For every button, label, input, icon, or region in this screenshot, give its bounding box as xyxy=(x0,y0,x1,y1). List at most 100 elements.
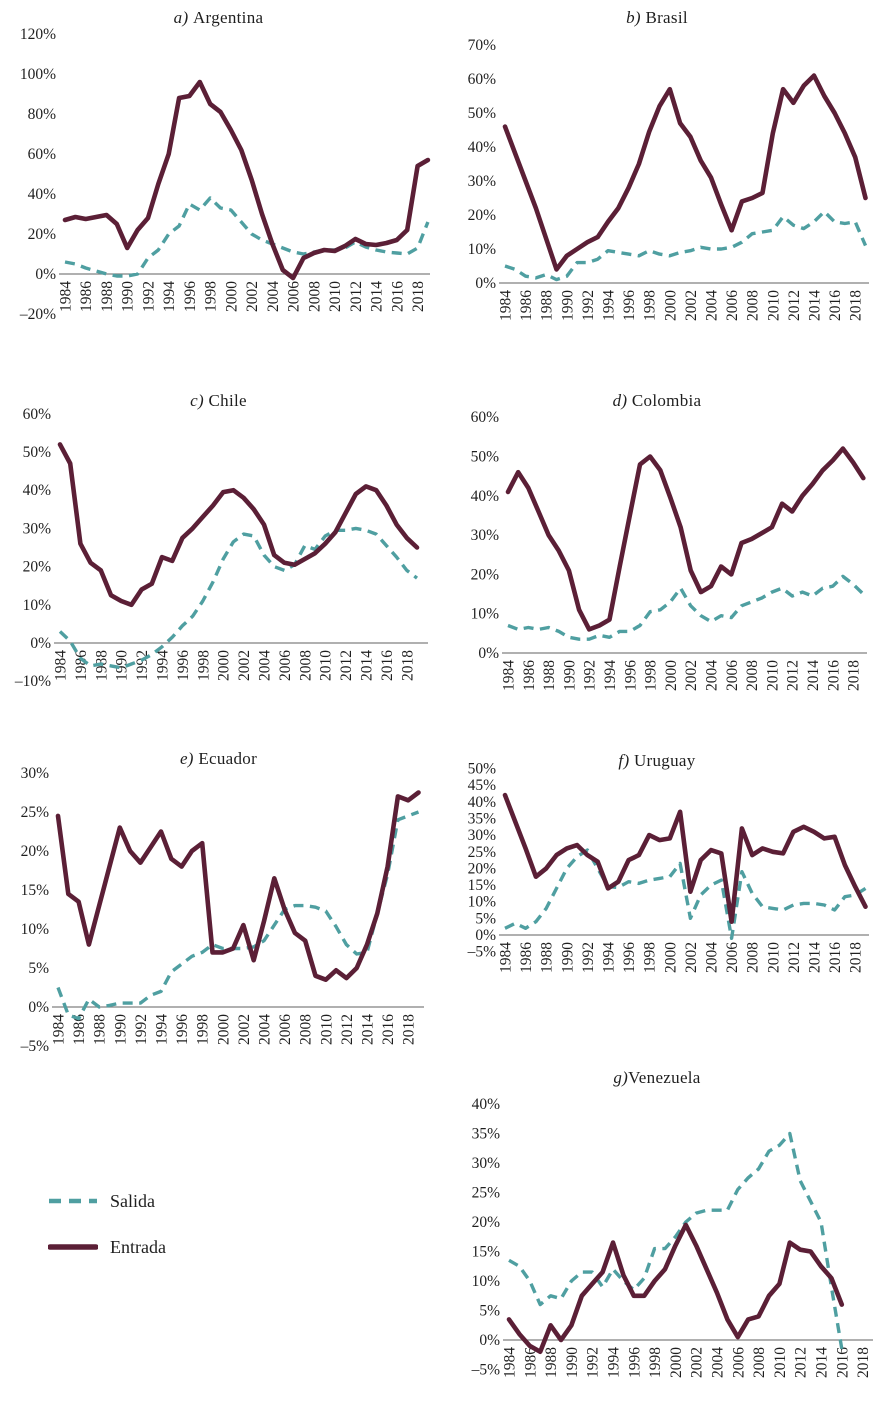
x-tick-label: 1988 xyxy=(539,942,556,973)
x-tick-label: 2010 xyxy=(327,281,344,312)
x-tick-label: 2012 xyxy=(785,660,802,691)
x-tick-label: 2002 xyxy=(689,1347,706,1378)
y-tick-label: 45% xyxy=(468,777,497,794)
y-tick-label: 120% xyxy=(20,26,56,43)
x-tick-label: 1986 xyxy=(71,1014,88,1045)
y-tick-label: 10% xyxy=(468,241,497,258)
x-tick-label: 2014 xyxy=(807,290,824,321)
x-tick-label: 1984 xyxy=(53,650,70,681)
y-tick-label: 20% xyxy=(472,1214,501,1231)
y-tick-label: 10% xyxy=(468,894,497,911)
line-chart-ecuador: 30%25%20%15%10%5%0%–5%1984 1986 1988 1990 19… xyxy=(20,765,424,1055)
x-tick-label: 1992 xyxy=(580,942,597,973)
x-tick-label: 1998 xyxy=(647,1347,664,1378)
x-tick-label: 2010 xyxy=(765,290,782,321)
x-tick-label: 2006 xyxy=(724,942,741,973)
x-tick-label: 1986 xyxy=(522,1347,539,1378)
line-chart-argentina: 120%100%80%60%40%20%0%–20%1984 1986 1988 19… xyxy=(19,26,431,323)
x-tick-label: 2006 xyxy=(277,1014,294,1045)
x-tick-label: 2004 xyxy=(710,1347,727,1378)
y-tick-label: 30% xyxy=(21,765,50,782)
y-tick-label: 35% xyxy=(468,810,497,827)
x-tick-label: 2016 xyxy=(380,1014,397,1045)
y-tick-label: 60% xyxy=(23,406,52,423)
y-tick-label: –5% xyxy=(467,944,497,961)
x-tick-label: 2012 xyxy=(339,1014,356,1045)
x-tick-label: 2000 xyxy=(215,1014,232,1045)
x-tick-label: 2014 xyxy=(369,281,386,312)
y-tick-label: 40% xyxy=(471,488,500,505)
x-tick-label: 2014 xyxy=(814,1347,831,1378)
x-tick-label: 1990 xyxy=(559,290,576,321)
x-tick-label: 1986 xyxy=(518,942,535,973)
line-chart-venezuela: 40% 35% 30% 25% 20% 15% 10% 5% 0% –5% 1984 1986 1988… xyxy=(471,1096,873,1379)
y-tick-label: 50% xyxy=(468,105,497,122)
y-tick-label: 100% xyxy=(20,66,56,83)
x-tick-label: 1986 xyxy=(521,660,538,691)
x-tick-label: 1984 xyxy=(501,660,518,691)
x-tick-label: 2000 xyxy=(223,281,240,312)
x-tick-label: 2010 xyxy=(764,660,781,691)
x-tick-label: 1996 xyxy=(621,942,638,973)
x-tick-label: 2014 xyxy=(807,942,824,973)
x-tick-label: 2002 xyxy=(683,290,700,321)
x-tick-label: 1988 xyxy=(539,290,556,321)
entrada-line xyxy=(57,442,420,608)
x-tick-label: 1984 xyxy=(502,1347,519,1378)
y-tick-label: 40% xyxy=(472,1096,501,1113)
x-tick-label: 1992 xyxy=(140,281,157,312)
y-tick-label: 50% xyxy=(23,444,52,461)
x-tick-label: 1984 xyxy=(498,290,515,321)
x-tick-label: 1990 xyxy=(112,1014,129,1045)
x-tick-label: 1986 xyxy=(518,290,535,321)
x-tick-label: 2002 xyxy=(236,1014,253,1045)
x-tick-label: 2002 xyxy=(683,660,700,691)
x-tick-label: 1998 xyxy=(643,660,660,691)
entrada-line xyxy=(502,792,868,924)
x-tick-label: 1990 xyxy=(561,660,578,691)
y-tick-label: 50% xyxy=(471,449,500,466)
x-tick-label: 2010 xyxy=(765,942,782,973)
x-tick-label: 2010 xyxy=(772,1347,789,1378)
entrada-line xyxy=(505,446,866,632)
chart-panel-ecuador: e) Ecuador 30% 25% 20% 15% 10% 5% 0% –5% 1984 198… xyxy=(0,745,437,1057)
y-tick-label: 15% xyxy=(468,877,497,894)
x-tick-label: 2016 xyxy=(827,942,844,973)
x-tick-label: 2006 xyxy=(724,660,741,691)
x-tick-label: 2008 xyxy=(297,650,314,681)
chart-panel-uruguay: f) Uruguay 50% 45% 40% 35% 30% 25% 20% 15% 10% 5%… xyxy=(437,745,877,1057)
line-chart-colombia: 60% 50% 40% 30% 20% 10% 0%1984 1986 1988 1990 1992… xyxy=(471,409,867,691)
x-tick-label: 1990 xyxy=(564,1347,581,1378)
legend-label-salida: Salida xyxy=(110,1190,155,1211)
y-tick-label: 70% xyxy=(468,37,497,54)
entrada-line xyxy=(506,1222,845,1355)
x-tick-label: 2018 xyxy=(410,281,427,312)
x-tick-label: 2000 xyxy=(216,650,233,681)
x-tick-label: 1998 xyxy=(642,290,659,321)
x-tick-label: 2000 xyxy=(663,660,680,691)
x-tick-label: 2012 xyxy=(786,942,803,973)
x-tick-label: 2008 xyxy=(306,281,323,312)
y-tick-label: 0% xyxy=(479,1332,500,1349)
x-tick-label: 2004 xyxy=(265,281,282,312)
x-tick-label: 2018 xyxy=(855,1347,872,1378)
y-tick-label: 50% xyxy=(468,761,497,778)
x-tick-label: 1996 xyxy=(622,660,639,691)
y-tick-label: 60% xyxy=(471,409,500,426)
x-tick-label: 1994 xyxy=(601,290,618,321)
salida-line xyxy=(508,1131,844,1350)
y-tick-label: 20% xyxy=(21,843,50,860)
y-tick-label: –20% xyxy=(19,306,56,323)
x-tick-label: 2004 xyxy=(257,1014,274,1045)
x-tick-label: 2016 xyxy=(379,650,396,681)
salida-line xyxy=(507,574,865,641)
chart-panel-chile: c) Chile 60% 50% 40% 30% 20% 10% 0% –10% 1984 198… xyxy=(0,385,437,715)
y-tick-label: 20% xyxy=(468,860,497,877)
x-tick-label: 2012 xyxy=(793,1347,810,1378)
y-tick-label: 10% xyxy=(21,921,50,938)
salida-line xyxy=(58,526,419,670)
x-tick-label: 2006 xyxy=(724,290,741,321)
y-tick-label: 0% xyxy=(475,275,496,292)
y-tick-label: 30% xyxy=(468,173,497,190)
y-tick-label: 20% xyxy=(28,226,57,243)
